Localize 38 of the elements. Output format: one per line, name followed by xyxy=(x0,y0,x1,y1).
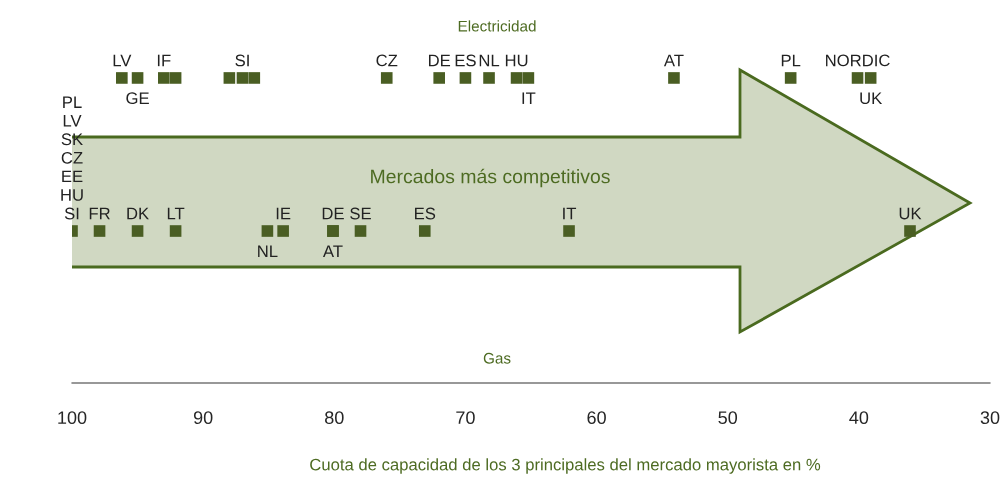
data-label: IE xyxy=(276,207,291,220)
data-label: LT xyxy=(167,207,185,220)
data-label: DE xyxy=(428,54,451,67)
data-label: IT xyxy=(563,207,577,220)
data-label: HU xyxy=(505,54,528,67)
data-label: GE xyxy=(126,92,149,105)
x-tick-label: 30 xyxy=(980,411,1000,425)
x-tick-label: 60 xyxy=(587,411,606,425)
data-label: SE xyxy=(350,207,371,220)
data-label: SI xyxy=(235,54,249,67)
data-label: LV xyxy=(113,54,132,67)
data-label: UK xyxy=(860,92,883,105)
x-tick-label: 50 xyxy=(718,411,738,425)
y-tick-label: Electricidad xyxy=(458,20,536,32)
x-tick-label: 70 xyxy=(456,411,475,425)
data-label: ES xyxy=(455,54,476,67)
x-tick-label: 80 xyxy=(325,411,344,425)
data-label: DK xyxy=(127,207,149,220)
x-tick-label: 100 xyxy=(58,411,87,425)
annotation: Mercados más competitivos xyxy=(371,168,610,188)
y-tick-label: Gas xyxy=(483,352,511,364)
data-label: CZ xyxy=(376,54,398,67)
data-label: PL xyxy=(781,54,801,67)
data-label: AT xyxy=(663,54,684,67)
data-label: UK xyxy=(899,207,922,220)
x-tick-label: 90 xyxy=(193,411,213,425)
data-label: IT xyxy=(522,92,536,104)
data-label: DE xyxy=(322,207,344,220)
data-label: PL LV SK CZ EE HU SI xyxy=(61,96,83,220)
data-label: FR xyxy=(89,207,110,220)
x-axis-title: Cuota de capacidad de los 3 principales del mercado mayorista en % xyxy=(310,458,821,474)
data-label: IF xyxy=(157,54,171,67)
x-tick-label: 40 xyxy=(849,411,869,425)
data-label: ES xyxy=(415,207,436,220)
data-label: NORDIC xyxy=(826,54,890,67)
data-label: NL xyxy=(258,245,278,257)
data-label: AT xyxy=(322,245,343,257)
data-label: NL xyxy=(479,54,500,67)
